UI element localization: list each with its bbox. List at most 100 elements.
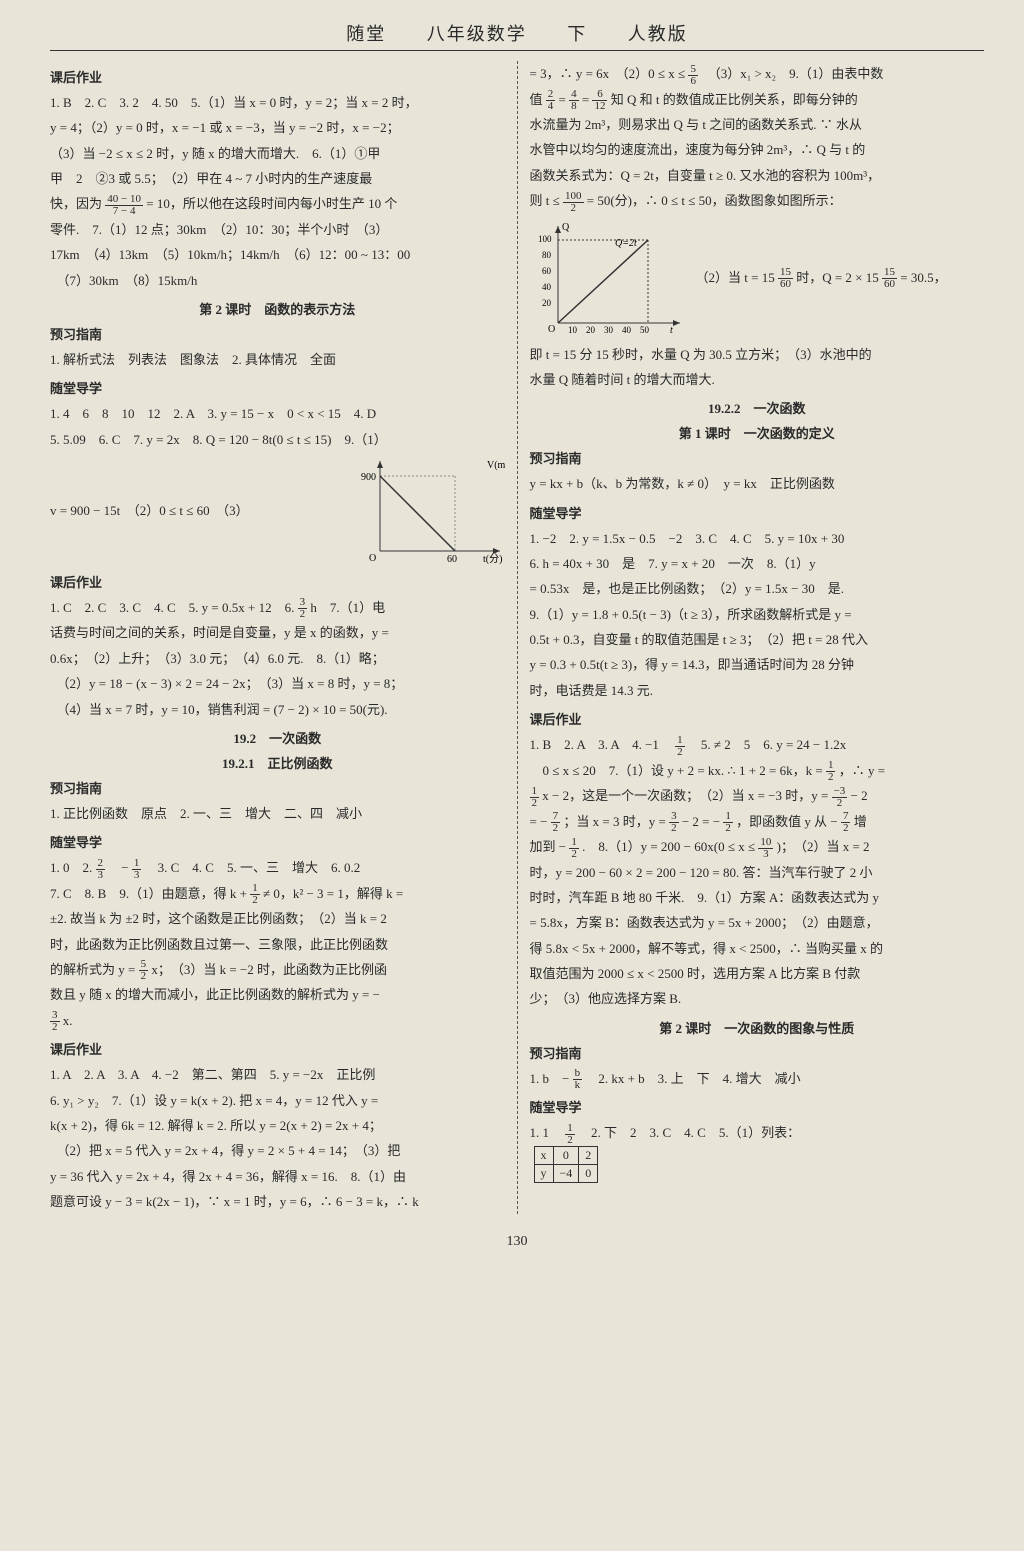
fraction: 12 [569, 837, 579, 860]
fraction: 52 [139, 959, 149, 982]
l: 时，y = 200 − 60 × 2 = 200 − 120 = 80. 答：当… [530, 860, 985, 885]
l: （2）把 x = 5 代入 y = 2x + 4，得 y = 2 × 5 + 4… [50, 1138, 505, 1163]
l: 32 x. [50, 1008, 505, 1034]
l: 1. 1 12 2. 下 2 3. C 4. C 5.（1）列表： [530, 1120, 985, 1146]
l: 甲 2 ②3 或 5.5； （2）甲在 4 ~ 7 小时内的生产速度最 [50, 166, 505, 191]
l: 9.（1）y = 1.8 + 0.5(t − 3)（t ≥ 3），所求函数解析式… [530, 602, 985, 627]
center-title: 19.2.1 正比例函数 [50, 753, 505, 772]
header-b: 八年级数学 [427, 24, 527, 44]
fraction: 72 [841, 811, 851, 834]
t: = [559, 92, 570, 107]
fraction: 12 [723, 811, 733, 834]
l: v = 900 − 15t （2）0 ≤ t ≤ 60 （3） [50, 498, 355, 523]
t: 的解析式为 y = [50, 962, 139, 977]
fraction: 12 [250, 883, 260, 906]
left-column: 课后作业 1. B 2. C 3. 2 4. 50 5.（1）当 x = 0 时… [50, 61, 517, 1214]
fraction: 40 − 107 − 4 [105, 194, 143, 217]
t: − 2 = − [682, 814, 724, 829]
l: 6. h = 40x + 30 是 7. y = x + 20 一次 8.（1）… [530, 551, 985, 576]
t: 则 t ≤ [530, 193, 564, 208]
t: = 3，∴ y = 6x （2）0 ≤ x ≤ [530, 66, 689, 81]
l: 1. B 2. C 3. 2 4. 50 5.（1）当 x = 0 时，y = … [50, 90, 505, 115]
fraction: bk [573, 1068, 583, 1091]
t: 1. C 2. C 3. C 4. C 5. y = 0.5x + 12 6. [50, 600, 298, 615]
l: 水管中以均匀的速度流出，速度为每分钟 2m³，∴ Q 与 t 的 [530, 137, 985, 162]
fraction: 32 [298, 597, 308, 620]
t: 快，因为 [50, 196, 102, 211]
center-title: 第 2 课时 函数的表示方法 [50, 299, 505, 318]
header-d: 人教版 [628, 24, 688, 44]
l: 1. 0 2. 23 − 13 3. C 4. C 5. 一、三 增大 6. 0… [50, 855, 505, 881]
fraction: 13 [132, 858, 142, 881]
fraction: 103 [758, 837, 773, 860]
l: （4）当 x = 7 时，y = 10，销售利润 = (7 − 2) × 10 … [50, 697, 505, 722]
t: 7. C 8. B 9.（1）由题意，得 k + [50, 886, 250, 901]
svg-text:60: 60 [542, 266, 552, 276]
fraction: 48 [569, 89, 579, 112]
sec-suitang-1: 随堂导学 [50, 378, 505, 397]
xlabel: t(分) [483, 553, 502, 565]
sec-yuxi-4: 预习指南 [530, 1043, 985, 1062]
l: 水量 Q 随着时间 t 的增大而增大. [530, 367, 985, 392]
sec-kehou-4: 课后作业 [530, 709, 985, 728]
t: ，即函数值 y 从 − [736, 814, 841, 829]
svg-text:80: 80 [542, 250, 552, 260]
fraction: 24 [546, 89, 556, 112]
svg-text:20: 20 [586, 325, 596, 335]
svg-text:40: 40 [622, 325, 632, 335]
sec-yuxi-2: 预习指南 [50, 778, 505, 797]
l: 取值范围为 2000 ≤ x < 2500 时，选用方案 A 比方案 B 付款 [530, 961, 985, 986]
graph-row-2: Q Q=2t 100 80 60 40 20 10 20 30 40 50 O … [530, 218, 985, 338]
l: 话费与时间之间的关系，时间是自变量，y 是 x 的函数，y = [50, 620, 505, 645]
svg-text:30: 30 [604, 325, 614, 335]
l: 0.6x； （2）上升； （3）3.0 元； （4）6.0 元. 8.（1）略； [50, 646, 505, 671]
l: 时，此函数为正比例函数且过第一、三象限，此正比例函数 [50, 932, 505, 957]
t: ≠ 0，k² − 3 = 1，解得 k = [263, 886, 403, 901]
t: x. [63, 1013, 73, 1028]
l: ±2. 故当 k 为 ±2 时，这个函数是正比例函数； （2）当 k = 2 [50, 906, 505, 931]
l: 数且 y 随 x 的增大而减小，此正比例函数的解析式为 y = − [50, 982, 505, 1007]
sec-kehou-1: 课后作业 [50, 67, 505, 86]
td: −4 [553, 1164, 579, 1182]
fraction: 12 [530, 786, 540, 809]
l: 1. 4 6 8 10 12 2. A 3. y = 15 − x 0 < x … [50, 401, 505, 426]
t: 1. b − [530, 1071, 573, 1086]
fraction: 12 [675, 735, 685, 758]
fraction: 12 [565, 1123, 575, 1146]
svg-text:t: t [670, 325, 673, 336]
l: 时，电话费是 14.3 元. [530, 678, 985, 703]
l: （2）当 t = 15 1560 时，Q = 2 × 15 1560 = 30.… [690, 265, 985, 291]
l: 时时，汽车距 B 地 80 千米. 9.（1）方案 A：函数表达式为 y [530, 885, 985, 910]
td: 0 [553, 1146, 579, 1164]
fraction: −32 [832, 786, 848, 809]
center-title: 19.2.2 一次函数 [530, 398, 985, 417]
t: . 8.（1）y = 200 − 60x(0 ≤ x ≤ [582, 839, 758, 854]
t: 知 Q 和 t 的数值成正比例关系，即每分钟的 [611, 92, 858, 107]
l: = − 72 ；当 x = 3 时，y = 32 − 2 = − 12 ，即函数… [530, 809, 985, 835]
t: 增 [854, 814, 867, 829]
ytick: 900 [361, 472, 376, 483]
sec-kehou-2: 课后作业 [50, 572, 505, 591]
columns: 课后作业 1. B 2. C 3. 2 4. 50 5.（1）当 x = 0 时… [50, 61, 984, 1214]
ylabel: V(m³) [487, 460, 505, 471]
th: x [534, 1146, 553, 1164]
page-header: 随堂 八年级数学 下 人教版 [50, 20, 984, 51]
l: y = 0.3 + 0.5t(t ≥ 3)，得 y = 14.3，即当通话时间为… [530, 652, 985, 677]
graph-q-t: Q Q=2t 100 80 60 40 20 10 20 30 40 50 O … [530, 218, 690, 338]
t: = − [530, 814, 551, 829]
l: 6. y₁ > y₂ 7.（1）设 y = k(x + 2). 把 x = 4，… [50, 1088, 505, 1113]
l: 17km （4）13km （5）10km/h；14km/h （6）12：00 ~… [50, 242, 505, 267]
svg-text:50: 50 [640, 325, 650, 335]
l: = 0.53x 是，也是正比例函数； （2）y = 1.5x − 30 是. [530, 576, 985, 601]
sec-suitang-2: 随堂导学 [50, 832, 505, 851]
t: = [582, 92, 593, 107]
svg-text:10: 10 [568, 325, 578, 335]
fraction: 32 [50, 1010, 60, 1033]
td: 2 [579, 1146, 598, 1164]
xy-table: x02 y−40 [534, 1146, 599, 1183]
t: ；当 x = 3 时，y = [563, 814, 669, 829]
t: = 10，所以他在这段时间内每小时生产 10 个 [146, 196, 397, 211]
l: （2）y = 18 − (x − 3) × 2 = 24 − 2x； （3）当 … [50, 671, 505, 696]
l: y = kx + b（k、b 为常数，k ≠ 0） y = kx 正比例函数 [530, 471, 985, 496]
svg-text:100: 100 [538, 234, 552, 244]
